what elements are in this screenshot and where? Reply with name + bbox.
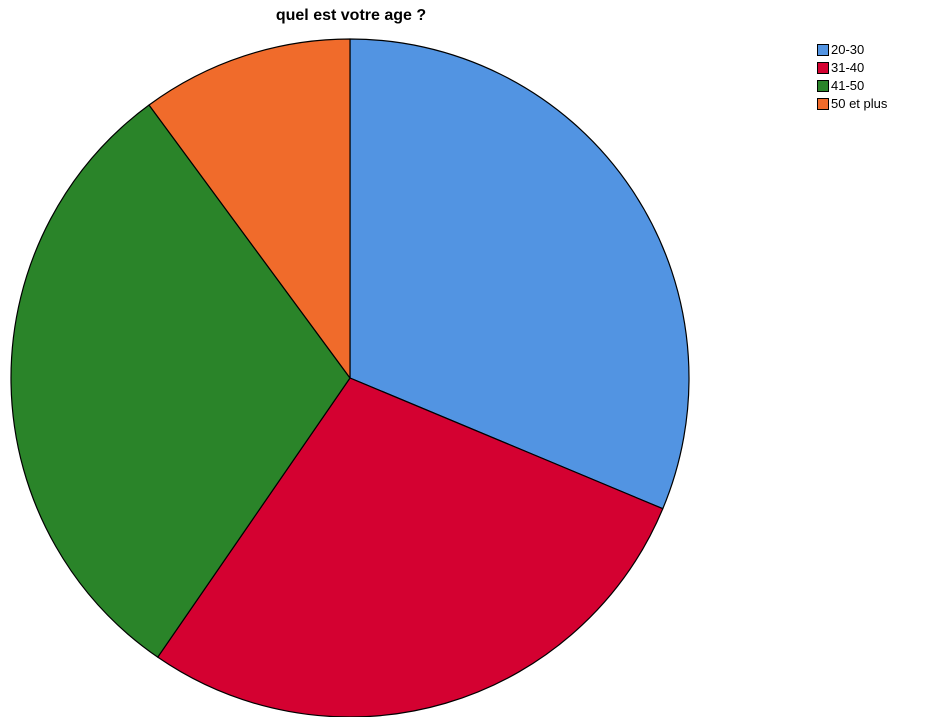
legend-label: 50 et plus	[831, 96, 888, 111]
legend-label: 20-30	[831, 42, 865, 57]
legend-item: 31-40	[817, 59, 887, 77]
legend: 20-30 31-40 41-50 50 et plus	[817, 41, 887, 113]
legend-swatch	[817, 98, 829, 110]
legend-label: 31-40	[831, 60, 865, 75]
legend-swatch	[817, 80, 829, 92]
pie-slice-20-30	[349, 38, 690, 510]
chart-title: quel est votre age ?	[275, 7, 427, 24]
pie-slice-41-50	[10, 104, 351, 658]
legend-item: 50 et plus	[817, 95, 887, 113]
legend-swatch	[817, 44, 829, 56]
legend-item: 41-50	[817, 77, 887, 95]
pie-slice-31-40	[157, 377, 664, 717]
pie-slice-50-et-plus	[148, 38, 351, 379]
pie-chart	[10, 38, 690, 717]
legend-label: 41-50	[831, 78, 865, 93]
legend-swatch	[817, 62, 829, 74]
legend-item: 20-30	[817, 41, 887, 59]
